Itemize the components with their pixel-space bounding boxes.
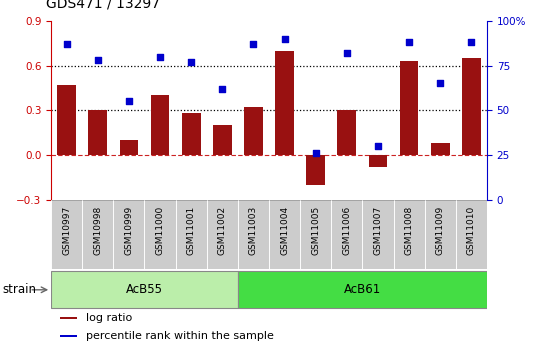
Bar (275, 51, 294, 155)
Point (187, 59, 195, 65)
Bar (145, 200, 175, 269)
Text: GSM11006: GSM11006 (342, 206, 351, 255)
Bar (175, 200, 207, 269)
Bar (337, 110, 356, 155)
Bar (151, 96, 169, 155)
Point (218, 86, 226, 92)
Text: percentile rank within the sample: percentile rank within the sample (86, 331, 274, 341)
Text: GSM11003: GSM11003 (249, 206, 258, 255)
Bar (58, 85, 76, 155)
Point (62, 41, 71, 47)
Bar (60, 317, 76, 319)
Point (249, 41, 258, 47)
Point (94, 57, 102, 63)
Text: GSM11001: GSM11001 (187, 206, 196, 255)
Point (280, 36, 289, 41)
Text: GSM11007: GSM11007 (373, 206, 383, 255)
Text: AcB61: AcB61 (344, 283, 381, 296)
Text: GSM10997: GSM10997 (62, 206, 71, 255)
Text: strain: strain (3, 283, 37, 296)
Bar (306, 155, 325, 185)
Text: GSM11009: GSM11009 (436, 206, 445, 255)
Bar (207, 200, 238, 269)
Bar (51, 271, 238, 308)
Bar (431, 143, 450, 155)
Point (405, 39, 413, 45)
Bar (269, 200, 300, 269)
Bar (60, 335, 76, 337)
Bar (213, 125, 232, 155)
Bar (462, 58, 480, 155)
Text: GSM11004: GSM11004 (280, 206, 289, 255)
Point (155, 54, 164, 59)
Point (436, 81, 444, 86)
Bar (114, 200, 145, 269)
Bar (331, 200, 363, 269)
Bar (238, 200, 269, 269)
Bar (400, 61, 419, 155)
Text: GSM11005: GSM11005 (311, 206, 320, 255)
Bar (82, 200, 114, 269)
Text: GSM11002: GSM11002 (218, 206, 227, 255)
Bar (119, 140, 138, 155)
Text: GDS471 / 13297: GDS471 / 13297 (46, 0, 160, 10)
Text: GSM11000: GSM11000 (155, 206, 165, 255)
Point (343, 50, 351, 56)
Bar (244, 107, 263, 155)
Text: GSM10998: GSM10998 (93, 206, 102, 255)
Text: GSM10999: GSM10999 (124, 206, 133, 255)
Bar (456, 200, 487, 269)
Bar (51, 200, 82, 269)
Bar (393, 200, 424, 269)
Bar (363, 200, 393, 269)
Text: GSM11010: GSM11010 (467, 206, 476, 255)
Point (312, 151, 320, 156)
Bar (182, 114, 201, 155)
Bar (424, 200, 456, 269)
Text: GSM11008: GSM11008 (405, 206, 414, 255)
Point (467, 39, 476, 45)
Bar (88, 110, 107, 155)
Point (125, 99, 133, 104)
Text: log ratio: log ratio (86, 313, 132, 323)
Point (373, 144, 382, 149)
Bar (300, 200, 331, 269)
Text: AcB55: AcB55 (126, 283, 163, 296)
Bar (238, 271, 487, 308)
Bar (369, 155, 387, 167)
